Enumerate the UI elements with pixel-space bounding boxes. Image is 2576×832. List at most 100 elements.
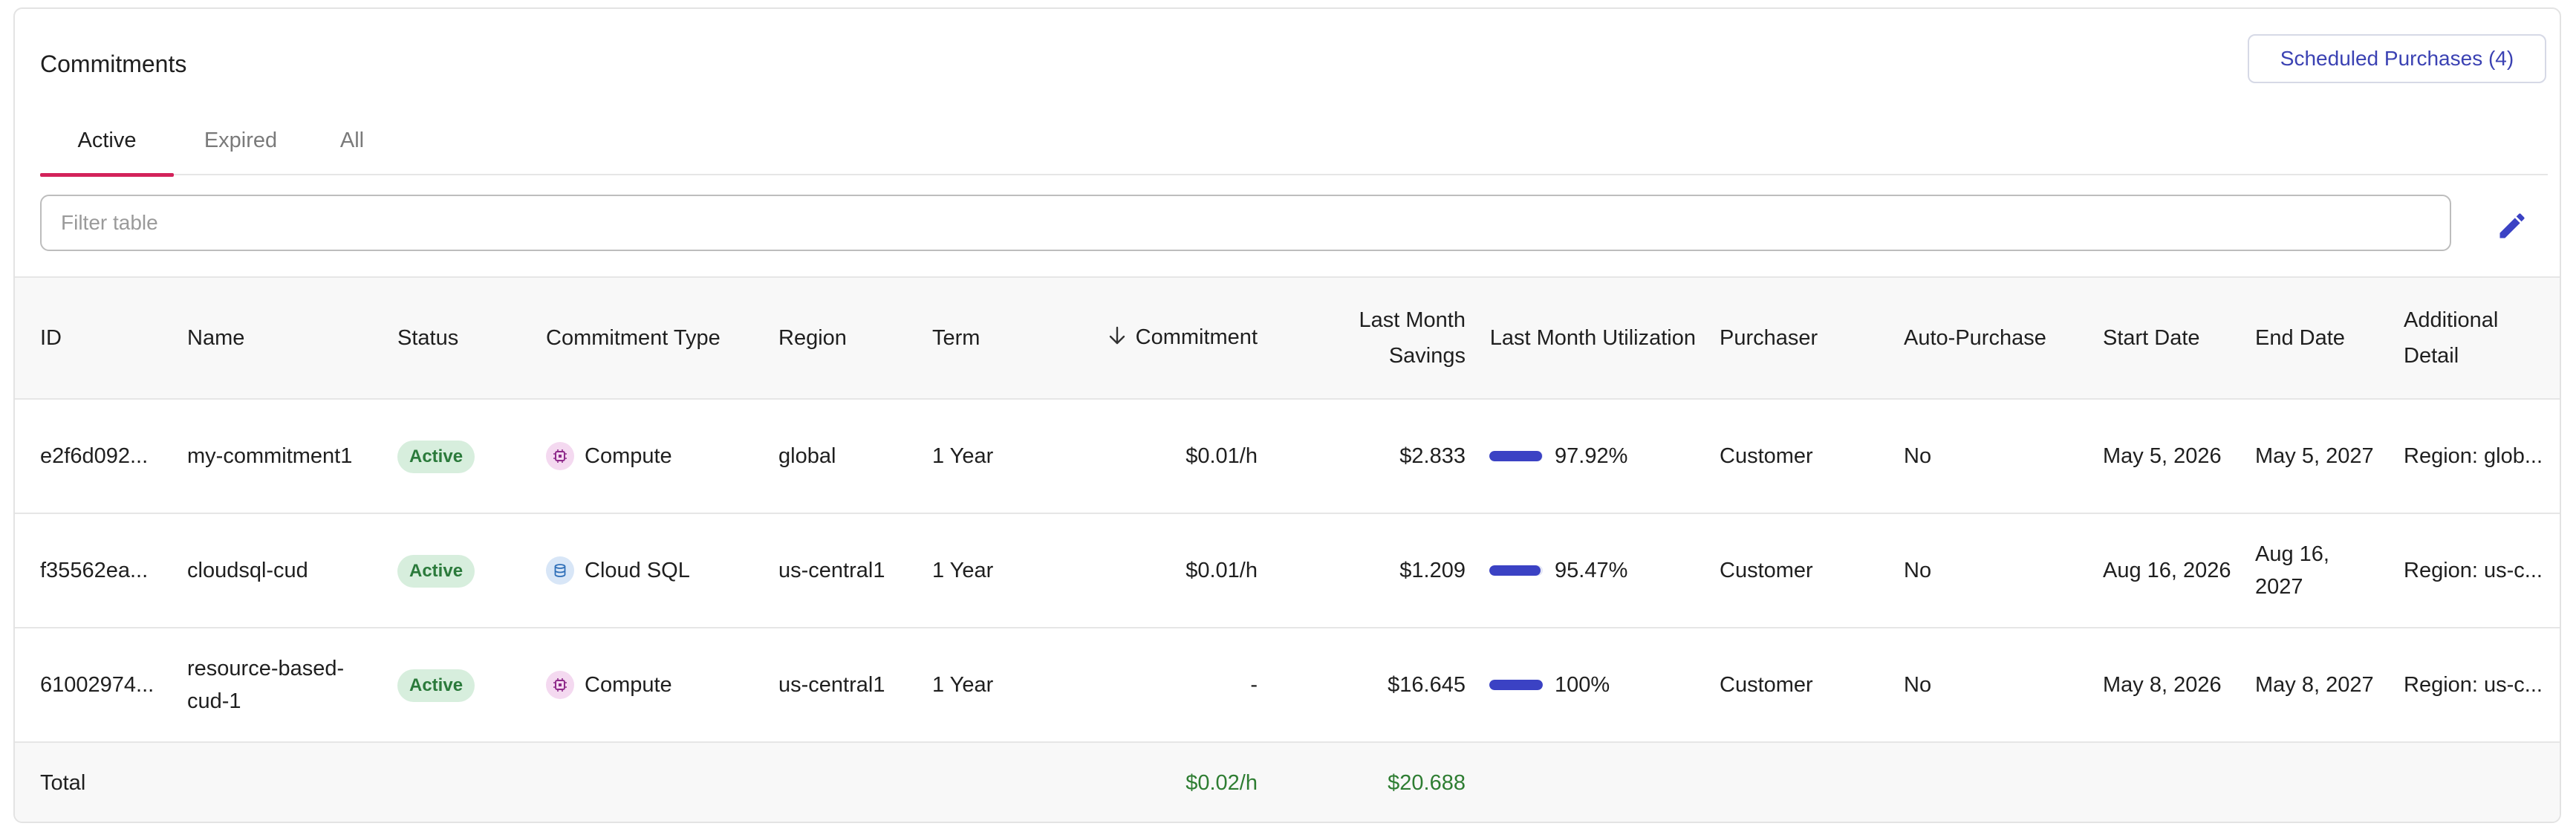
cell-name: cloudsql-cud (187, 559, 308, 582)
cell-commitment: - (1250, 673, 1258, 697)
pencil-icon (2499, 213, 2525, 238)
col-header-purchaser[interactable]: Purchaser (1708, 276, 1892, 400)
col-header-start-date[interactable]: Start Date (2091, 276, 2243, 400)
cell-additional-detail: Region: us-c... (2404, 673, 2543, 697)
table-header-row: ID Name Status Commitment Type Region Te… (15, 276, 2560, 400)
col-header-region[interactable]: Region (767, 276, 920, 400)
col-header-commitment[interactable]: Commitment (1064, 276, 1269, 400)
utilization-bar-fill (1489, 680, 1543, 690)
utilization-bar-fill (1489, 451, 1542, 461)
cell-commitment: $0.01/h (1185, 444, 1258, 468)
cell-commitment-type: Cloud SQL (534, 513, 767, 628)
cell-commitment: $0.01/h (1185, 559, 1258, 582)
cell-region: global (778, 444, 836, 468)
cell-region: us-central1 (778, 559, 885, 582)
tab-all[interactable]: All (308, 105, 397, 175)
empty-cell (1708, 742, 1892, 822)
arrow-down-icon (1108, 322, 1127, 357)
col-header-auto-purchase[interactable]: Auto-Purchase (1892, 276, 2091, 400)
cell-auto-purchase: No (1904, 673, 1932, 697)
col-header-term[interactable]: Term (920, 276, 1064, 400)
tab-label: Expired (204, 128, 278, 152)
table-total-row: Total $0.02/h $20.688 (15, 742, 2560, 822)
cell-utilization: 97.92% (1477, 399, 1708, 513)
col-header-last-month-savings[interactable]: Last Month Savings (1269, 276, 1477, 400)
cell-last-month-savings: $2.833 (1399, 444, 1466, 468)
cell-status: Active (386, 628, 534, 742)
status-badge: Active (397, 555, 475, 588)
cell-utilization: 95.47% (1477, 513, 1708, 628)
utilization-bar-fill (1489, 565, 1541, 576)
total-last-month-savings: $20.688 (1388, 770, 1466, 795)
cell-end-date: Aug 16, 2027 (2255, 542, 2329, 599)
commitments-card: Commitments Scheduled Purchases (4) Acti… (13, 7, 2561, 823)
empty-cell (1477, 742, 1708, 822)
cell-start-date: May 8, 2026 (2103, 673, 2222, 697)
tab-active[interactable]: Active (40, 105, 174, 177)
cell-name: my-commitment1 (187, 444, 353, 468)
empty-cell (534, 742, 767, 822)
utilization-value: 100% (1555, 673, 1610, 697)
total-label: Total (40, 770, 86, 795)
table-row[interactable]: e2f6d092... my-commitment1 Active Comput… (15, 399, 2560, 513)
cell-id: f35562ea... (40, 559, 149, 582)
cell-auto-purchase: No (1904, 559, 1932, 582)
cell-auto-purchase: No (1904, 444, 1932, 468)
utilization-bar (1489, 680, 1543, 690)
table-row[interactable]: f35562ea... cloudsql-cud Active Cloud SQ… (15, 513, 2560, 628)
cell-id: 61002974... (40, 673, 155, 697)
cell-term: 1 Year (932, 673, 994, 697)
empty-cell (2392, 742, 2560, 822)
tab-bar: Active Expired All (40, 105, 2548, 177)
cell-start-date: May 5, 2026 (2103, 444, 2222, 468)
cell-additional-detail: Region: glob... (2404, 444, 2543, 468)
cell-start-date: Aug 16, 2026 (2103, 559, 2231, 582)
col-header-name[interactable]: Name (175, 276, 386, 400)
cell-name: resource-based-cud-1 (187, 657, 345, 713)
cell-term: 1 Year (932, 444, 994, 468)
col-header-commitment-type[interactable]: Commitment Type (534, 276, 767, 400)
tab-expired[interactable]: Expired (174, 105, 308, 175)
tab-label: Active (77, 128, 137, 152)
compute-icon (546, 671, 574, 699)
empty-cell (2091, 742, 2243, 822)
cell-utilization: 100% (1477, 628, 1708, 742)
cell-id: e2f6d092... (40, 444, 149, 468)
col-header-end-date[interactable]: End Date (2243, 276, 2392, 400)
commitment-type-label: Cloud SQL (585, 559, 690, 582)
cell-additional-detail: Region: us-c... (2404, 559, 2543, 582)
cell-status: Active (386, 399, 534, 513)
col-header-id[interactable]: ID (15, 276, 175, 400)
cell-purchaser: Customer (1720, 673, 1813, 697)
cell-purchaser: Customer (1720, 444, 1813, 468)
scheduled-purchases-button[interactable]: Scheduled Purchases (4) (2248, 34, 2546, 83)
empty-cell (920, 742, 1064, 822)
edit-columns-button[interactable] (2493, 207, 2531, 245)
col-header-label: Commitment (1135, 325, 1258, 349)
utilization-value: 97.92% (1555, 444, 1628, 468)
status-badge: Active (397, 441, 475, 473)
col-header-additional-detail[interactable]: Additional Detail (2392, 276, 2560, 400)
filter-table-input[interactable] (40, 195, 2451, 251)
cell-term: 1 Year (932, 559, 994, 582)
empty-cell (175, 742, 386, 822)
tab-label: All (339, 128, 365, 152)
status-badge: Active (397, 669, 475, 702)
commitment-type-label: Compute (585, 673, 672, 697)
cell-region: us-central1 (778, 673, 885, 697)
utilization-bar (1489, 451, 1543, 461)
cell-commitment-type: Compute (534, 399, 767, 513)
empty-cell (767, 742, 920, 822)
page-title: Commitments (40, 51, 187, 77)
empty-cell (2243, 742, 2392, 822)
cell-commitment-type: Compute (534, 628, 767, 742)
cell-last-month-savings: $16.645 (1388, 673, 1466, 697)
col-header-last-month-utilization[interactable]: Last Month Utilization (1477, 276, 1708, 400)
table-row[interactable]: 61002974... resource-based-cud-1 Active … (15, 628, 2560, 742)
utilization-bar (1489, 565, 1543, 576)
commitment-type-label: Compute (585, 444, 672, 468)
compute-icon (546, 442, 574, 470)
col-header-status[interactable]: Status (386, 276, 534, 400)
cloud-sql-icon (546, 556, 574, 585)
cell-purchaser: Customer (1720, 559, 1813, 582)
